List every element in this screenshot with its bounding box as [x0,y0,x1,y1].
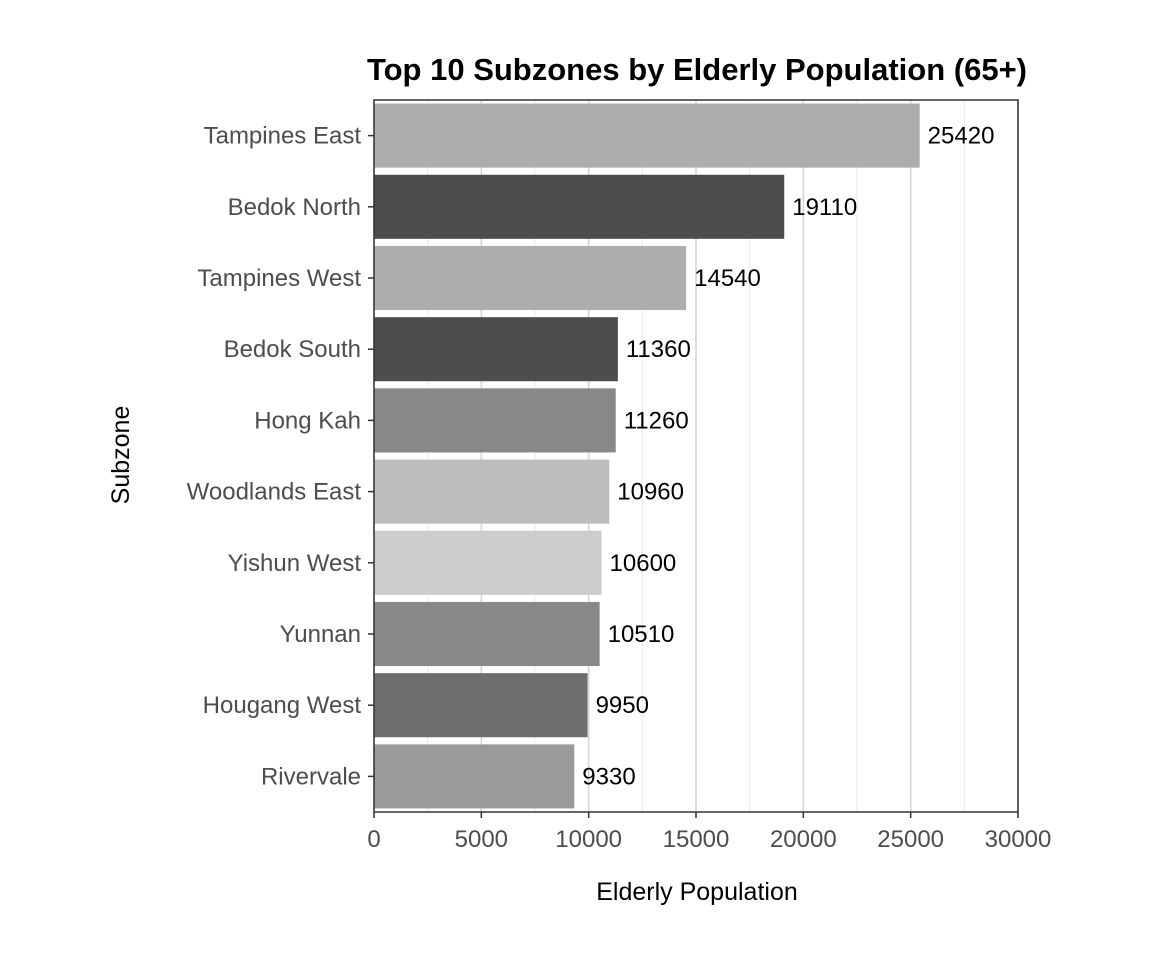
y-tick-label: Hong Kah [254,407,361,434]
data-label: 9950 [596,692,649,719]
bar [374,459,610,524]
plot-area: 25420 Tampines East 19110 Bedok North 14540 T… [187,99,1052,853]
data-label: 11360 [626,336,691,363]
x-tick-label: 20000 [770,826,837,853]
bar [374,174,785,239]
data-label: 10510 [608,621,675,648]
y-tick-label: Hougang West [203,692,362,719]
data-label: 11260 [624,407,689,434]
y-tick-label: Tampines West [197,265,361,292]
chart-title: Top 10 Subzones by Elderly Population (6… [367,52,1027,87]
x-tick-label: 25000 [877,826,944,853]
data-label: 10960 [617,479,684,506]
y-tick-label: Bedok North [228,194,361,221]
bar [374,388,616,453]
data-label: 25420 [928,123,995,150]
y-tick-label: Yunnan [280,621,361,648]
y-tick-label: Yishun West [228,550,362,577]
y-axis-title: Subzone [107,406,135,505]
x-tick-label: 30000 [985,826,1052,853]
bar [374,245,687,311]
x-axis-title: Elderly Population [596,878,798,906]
data-label: 10600 [610,550,677,577]
bar [374,530,602,595]
bar [374,317,618,382]
bar [374,744,575,809]
x-tick-label: 5000 [455,826,508,853]
y-tick-label: Bedok South [224,336,361,363]
bar [374,673,588,738]
x-tick-label: 15000 [663,826,730,853]
x-tick-label: 0 [367,826,380,853]
x-tick-label: 10000 [555,826,622,853]
data-label: 9330 [582,763,635,790]
y-tick-label: Rivervale [261,763,361,790]
y-tick-label: Tampines East [204,123,362,150]
bar [374,103,920,168]
data-label: 19110 [792,194,857,221]
y-tick-label: Woodlands East [187,479,362,506]
bar [374,601,600,667]
data-label: 14540 [694,265,761,292]
